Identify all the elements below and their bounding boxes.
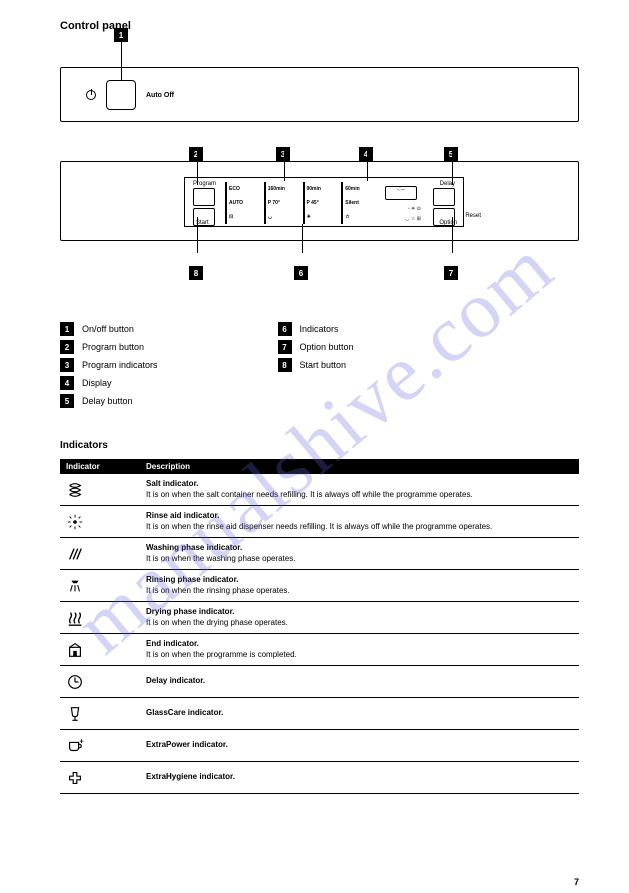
page-number: 7	[574, 877, 579, 887]
table-row: Rinsing phase indicator. It is on when t…	[60, 570, 579, 602]
legend-right: 6Indicators 7Option button 8Start button	[278, 320, 354, 410]
description-cell: ExtraHygiene indicator.	[140, 762, 579, 793]
hygiene-icon	[60, 762, 140, 793]
table-row: + ExtraPower indicator.	[60, 730, 579, 762]
reset-label: Reset	[465, 213, 481, 219]
marker-1: 1	[114, 28, 128, 42]
marker-7: 7	[444, 266, 458, 280]
end-icon	[60, 634, 140, 665]
dry-icon	[60, 602, 140, 633]
table-row: Delay indicator.	[60, 666, 579, 698]
delay-label: Delay	[440, 181, 455, 187]
control-panel-top: 1 Auto Off	[60, 67, 579, 122]
table-row: Drying phase indicator. It is on when th…	[60, 602, 579, 634]
svg-text:+: +	[80, 737, 84, 745]
program-button[interactable]	[193, 188, 215, 206]
program-label: Program	[193, 181, 216, 187]
section-heading: Control panel	[60, 20, 579, 32]
table-header: IndicatorDescription	[60, 459, 579, 474]
marker-2: 2	[189, 147, 203, 161]
table-row: Rinse aid indicator. It is on when the r…	[60, 506, 579, 538]
indicators-table: IndicatorDescription Salt indicator. It …	[60, 459, 579, 794]
program-grid: ECO160min90min60min AUTOP 70°P 45°Silent…	[225, 182, 380, 224]
legend: 1On/off button 2Program button 3Program …	[60, 320, 579, 410]
control-panel-main: Program Start Delay Option Reset ECO160m…	[60, 161, 579, 241]
auto-off-label: Auto Off	[146, 92, 174, 99]
indicators-title: Indicators	[60, 440, 579, 451]
glass-icon	[60, 698, 140, 729]
salt-icon	[60, 474, 140, 505]
indicator-row-1: ▫ ☀ ⊙	[408, 206, 421, 212]
description-cell: Salt indicator. It is on when the salt c…	[140, 474, 579, 505]
description-cell: GlassCare indicator.	[140, 698, 579, 729]
option-button[interactable]	[433, 208, 455, 226]
table-row: GlassCare indicator.	[60, 698, 579, 730]
power-icon	[86, 90, 96, 100]
delay-icon	[60, 666, 140, 697]
description-cell: End indicator. It is on when the program…	[140, 634, 579, 665]
delay-button[interactable]	[433, 188, 455, 206]
description-cell: ExtraPower indicator.	[140, 730, 579, 761]
description-cell: Rinsing phase indicator. It is on when t…	[140, 570, 579, 601]
marker-3: 3	[276, 147, 290, 161]
description-cell: Rinse aid indicator. It is on when the r…	[140, 506, 579, 537]
marker-6: 6	[294, 266, 308, 280]
rinsephase-icon	[60, 570, 140, 601]
table-row: End indicator. It is on when the program…	[60, 634, 579, 666]
table-row: ExtraHygiene indicator.	[60, 762, 579, 794]
table-row: Salt indicator. It is on when the salt c…	[60, 474, 579, 506]
start-button[interactable]	[193, 208, 215, 226]
description-cell: Drying phase indicator. It is on when th…	[140, 602, 579, 633]
indicator-row-2: ◡ ☆ ⊞	[405, 216, 421, 222]
description-cell: Washing phase indicator. It is on when t…	[140, 538, 579, 569]
rinse-icon	[60, 506, 140, 537]
marker-4: 4	[359, 147, 373, 161]
marker-8: 8	[189, 266, 203, 280]
marker-5: 5	[444, 147, 458, 161]
power-button[interactable]	[106, 80, 136, 110]
description-cell: Delay indicator.	[140, 666, 579, 697]
time-display: -:--	[385, 186, 417, 200]
display-panel: Program Start Delay Option Reset ECO160m…	[184, 177, 464, 227]
extra-icon: +	[60, 730, 140, 761]
wash-icon	[60, 538, 140, 569]
legend-left: 1On/off button 2Program button 3Program …	[60, 320, 158, 410]
table-row: Washing phase indicator. It is on when t…	[60, 538, 579, 570]
